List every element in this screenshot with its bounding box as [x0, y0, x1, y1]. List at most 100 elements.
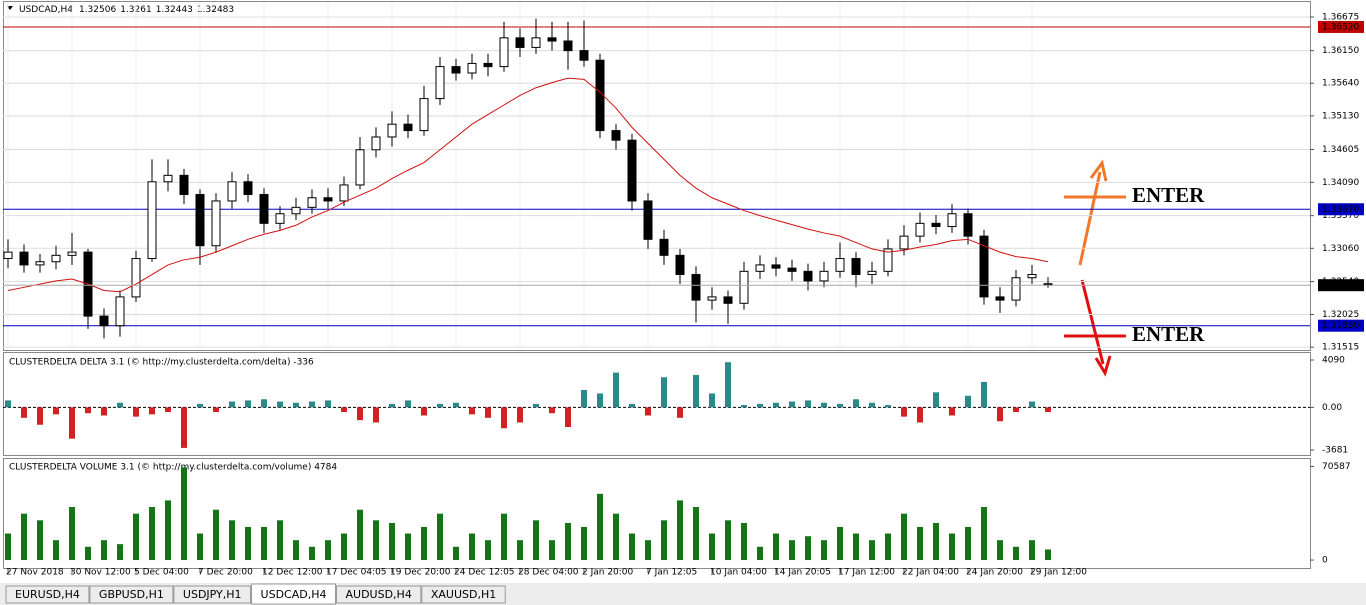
level-label: 1.36520 [1322, 22, 1359, 32]
candle-body [515, 37, 525, 48]
candle-body [419, 98, 429, 132]
y-tick-label: 1.36150 [1322, 46, 1359, 56]
bar [229, 520, 235, 561]
candle-body [659, 238, 669, 256]
bar [645, 540, 651, 561]
candle-body [451, 66, 461, 74]
bar [1013, 546, 1019, 561]
candle-body [867, 270, 877, 276]
bar [261, 399, 267, 408]
bar [277, 401, 283, 408]
bar [309, 546, 315, 561]
tab[interactable] [421, 585, 506, 604]
tab[interactable] [173, 585, 252, 604]
bar [213, 509, 219, 561]
bar [101, 407, 107, 416]
candle-body [691, 274, 701, 301]
bar [341, 407, 347, 413]
y-tick-label: 0.00 [1322, 403, 1342, 413]
bar [885, 405, 891, 408]
bar [165, 407, 171, 413]
y-tick-label: 1.33060 [1322, 244, 1359, 254]
bar [741, 405, 747, 408]
candle-body [179, 174, 189, 196]
x-tick-label: 17 Jan 12:00 [838, 568, 895, 578]
tab-label[interactable]: GBPUSD,H1 [99, 588, 164, 601]
x-tick-label: 27 Nov 2018 [6, 568, 64, 578]
x-tick-label: 24 Dec 12:05 [454, 568, 515, 578]
y-tick-label: 1.35130 [1322, 111, 1359, 121]
candle-body [627, 139, 637, 202]
bar [821, 402, 827, 408]
bar [133, 513, 139, 561]
bar [5, 533, 11, 561]
candle-body [899, 235, 909, 250]
tab[interactable] [251, 583, 336, 605]
candle-body [99, 315, 109, 327]
bar [741, 522, 747, 561]
down-arrow [1064, 279, 1126, 377]
main-frame [3, 1, 1311, 351]
bar [309, 401, 315, 408]
tab[interactable] [336, 585, 422, 604]
bar [453, 402, 459, 408]
candle-body [147, 181, 157, 260]
tab-label[interactable]: USDJPY,H1 [183, 588, 242, 601]
bar [53, 540, 59, 561]
candle-body [211, 200, 221, 247]
bar [533, 403, 539, 408]
x-tick-label: 22 Jan 04:00 [902, 568, 959, 578]
bar [37, 407, 43, 425]
bar [325, 540, 331, 561]
bar [421, 407, 427, 416]
bar [709, 533, 715, 561]
bar [421, 526, 427, 561]
bar [501, 513, 507, 561]
y-tick-label: 0 [1322, 556, 1328, 566]
bar [613, 513, 619, 561]
bar [677, 407, 683, 418]
bar [373, 407, 379, 423]
candle-body [435, 66, 445, 100]
moving-average [7, 77, 1049, 293]
bar [485, 407, 491, 418]
bar [325, 400, 331, 408]
bar [981, 507, 987, 561]
bar [149, 407, 155, 415]
bar [677, 500, 683, 561]
candle-body [851, 258, 861, 276]
tab[interactable] [5, 585, 90, 604]
tab-label[interactable]: EURUSD,H4 [15, 588, 80, 601]
candle-body [707, 296, 717, 301]
bar [533, 520, 539, 561]
candle-body [387, 123, 397, 138]
bar [661, 520, 667, 561]
candle-body [275, 213, 285, 224]
candle-body [547, 37, 557, 42]
bar [117, 544, 123, 561]
bar [85, 407, 91, 414]
bar [933, 392, 939, 408]
bar [837, 526, 843, 561]
bar [117, 402, 123, 408]
bar [469, 533, 475, 561]
tab[interactable] [89, 585, 174, 604]
tab-label[interactable]: USDCAD,H4 [261, 588, 327, 601]
candle-body [915, 222, 925, 237]
bar [725, 520, 731, 561]
bar [21, 407, 27, 418]
bar [389, 522, 395, 561]
tab-label[interactable]: AUDUSD,H4 [346, 588, 412, 601]
candle-body [323, 197, 333, 202]
bar [789, 540, 795, 561]
candle-body [371, 136, 381, 151]
bar [181, 407, 187, 448]
bar [597, 493, 603, 561]
tab-label[interactable]: XAUUSD,H1 [431, 588, 496, 601]
x-tick-label: 5 Dec 04:00 [134, 568, 189, 578]
bar [469, 407, 475, 415]
bar [197, 403, 203, 408]
bar [901, 513, 907, 561]
bar [661, 377, 667, 408]
